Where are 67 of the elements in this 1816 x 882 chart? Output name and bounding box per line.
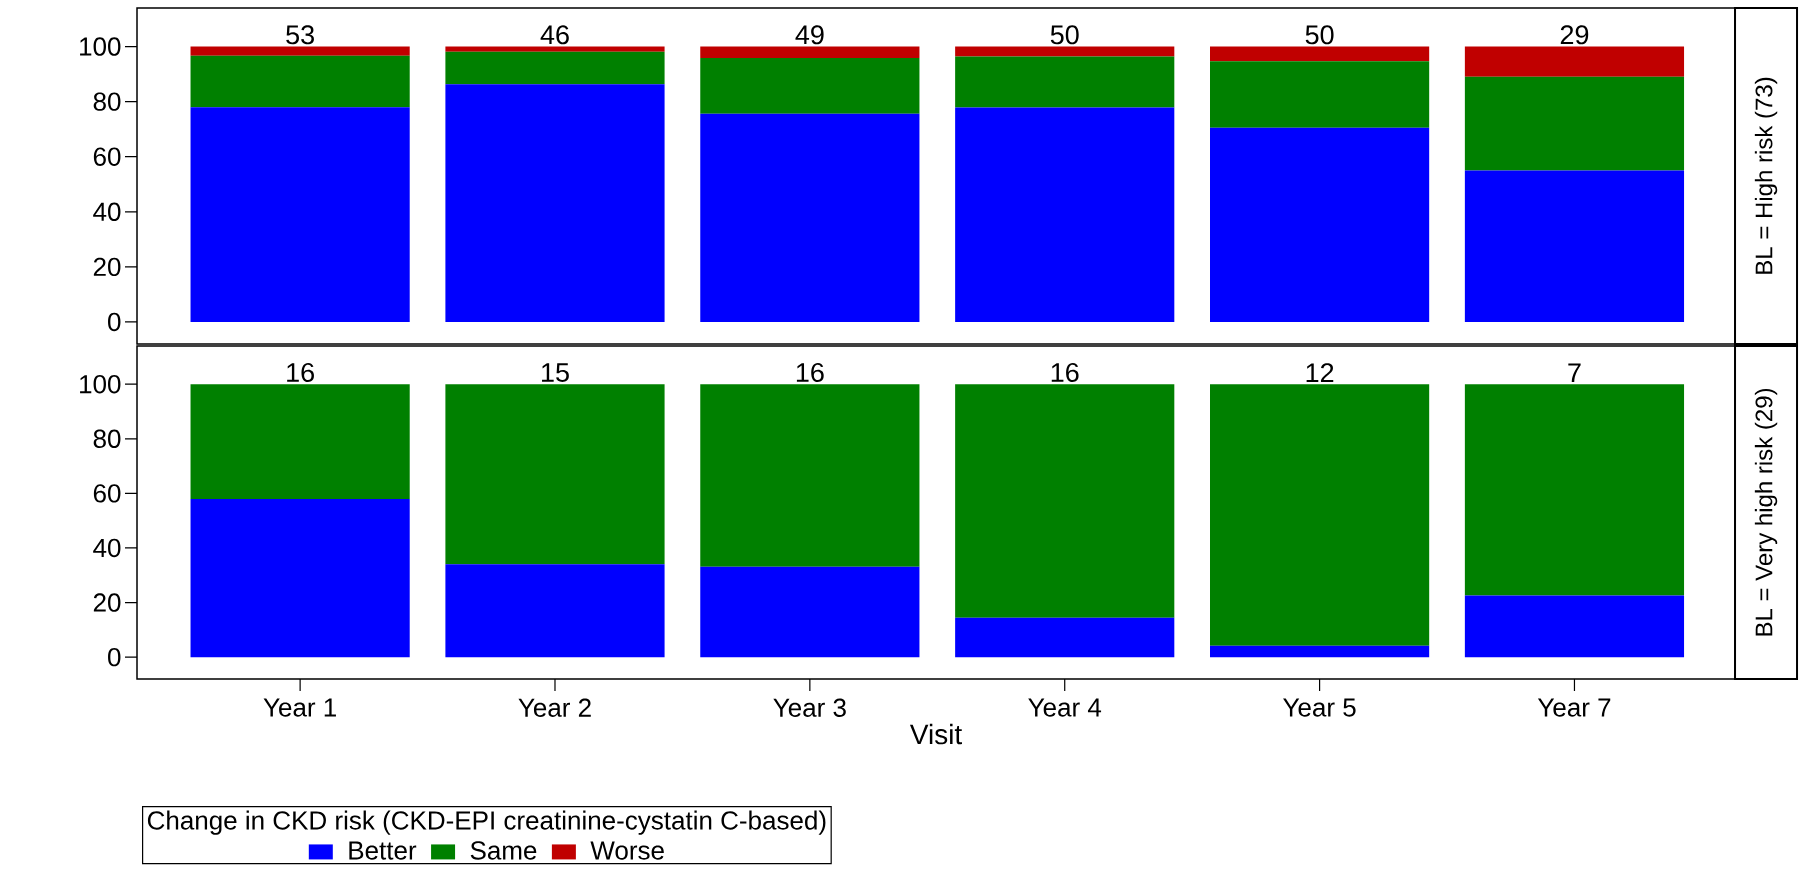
x-tick-label: Year 4 — [1028, 698, 1102, 717]
annotation: 16 — [796, 362, 824, 382]
y-tick-label: 40 — [93, 538, 121, 558]
annotation: 50 — [1305, 25, 1334, 45]
bar — [700, 113, 920, 322]
bar — [445, 84, 665, 322]
x-axis-title: Visit — [909, 723, 962, 745]
bar — [955, 107, 1175, 322]
y-tick-label: 0 — [108, 647, 121, 667]
bar — [700, 58, 920, 114]
x-tick-label: Year 5 — [1283, 698, 1356, 717]
annotation: 15 — [542, 363, 569, 382]
bar — [700, 384, 920, 567]
x-tick-label: Year 2 — [518, 698, 591, 717]
bar — [1210, 384, 1430, 646]
y-tick-label: 60 — [93, 484, 121, 503]
legend-label: Same — [470, 841, 537, 860]
bar — [955, 46, 1175, 57]
annotation: 12 — [1306, 363, 1334, 382]
x-tick-label: Year 3 — [773, 698, 846, 717]
annotation: 50 — [1050, 25, 1079, 45]
annotation: 16 — [1051, 362, 1079, 382]
y-tick-label: 20 — [93, 593, 121, 612]
bar — [1464, 384, 1685, 596]
annotation: 7 — [1568, 363, 1581, 382]
x-tick-label: Year 1 — [263, 698, 336, 717]
bar — [190, 499, 410, 658]
y-tick-label: 0 — [108, 312, 121, 332]
bar — [445, 384, 665, 565]
annotation: 46 — [540, 25, 569, 45]
bar — [955, 617, 1175, 658]
y-tick-label: 40 — [93, 202, 121, 221]
bar — [955, 56, 1175, 108]
bar — [445, 46, 665, 52]
bar — [1210, 61, 1430, 128]
bar — [190, 384, 410, 500]
annotation: 29 — [1560, 25, 1589, 45]
y-tick-label: 80 — [93, 429, 121, 448]
bar — [190, 46, 410, 56]
y-tick-label: 20 — [93, 257, 121, 277]
bar — [1464, 76, 1685, 171]
bar — [445, 51, 665, 85]
bar — [1464, 595, 1685, 658]
y-tick-label: 100 — [80, 374, 121, 394]
bar — [700, 566, 920, 658]
bar — [190, 107, 410, 322]
legend-label: Worse — [590, 841, 664, 860]
bar — [1464, 46, 1685, 77]
annotation: 16 — [287, 362, 314, 382]
annotation: 53 — [286, 25, 314, 45]
bar — [1210, 127, 1430, 322]
y-tick-label: 100 — [80, 37, 121, 56]
legend-label: Better — [349, 841, 417, 860]
annotation: 49 — [795, 25, 824, 45]
y2-axis-title: BL = Very high risk (29) — [1754, 388, 1778, 636]
y-tick-label: 60 — [93, 147, 121, 166]
x-tick-label: Year 7 — [1537, 698, 1611, 717]
y-tick-label: 80 — [93, 92, 121, 111]
y2-axis-title: BL = High risk (73) — [1754, 77, 1778, 274]
bar — [1210, 645, 1430, 658]
bar — [445, 564, 665, 658]
bar — [1210, 46, 1430, 62]
legend-title: Change in CKD risk (CKD-EPI creatinine-cystatin C-based) — [147, 810, 826, 835]
bar — [955, 384, 1175, 618]
bar — [700, 46, 920, 59]
bar — [1464, 170, 1685, 322]
bar — [190, 55, 410, 108]
